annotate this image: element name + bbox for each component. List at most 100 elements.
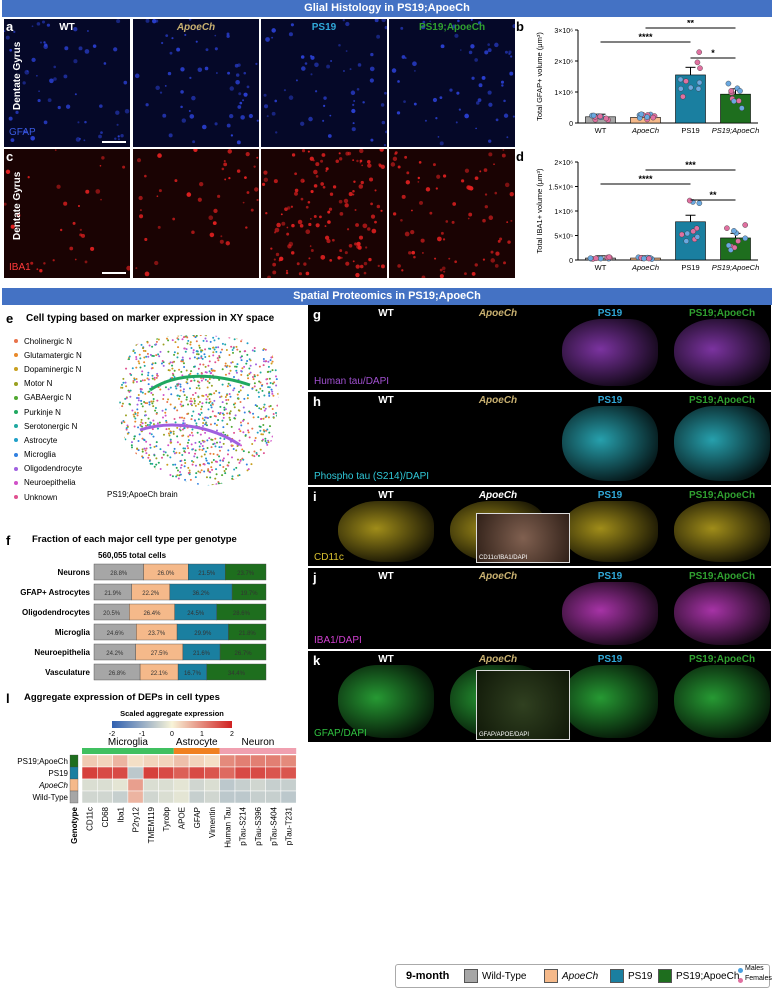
brain-section [338,406,434,481]
category-label: Neuroepithelia [34,648,90,657]
heat-cell [219,778,236,792]
segment-label: 23.7% [237,571,255,577]
column-label: Human Tau [223,807,232,848]
heat-cell [142,754,159,768]
genotype-title: ApoeCh [478,395,518,406]
scale-tick: 2 [230,731,234,738]
spatial-stain-label: Phospho tau (S214)/DAPI [314,471,430,482]
chart-dep-heatmap: Aggregate expression of DEPs in cell typ… [17,692,297,848]
legend-dot [14,466,18,471]
data-point [739,105,745,111]
y-tick-label: 1×10⁶ [554,209,573,216]
genotype-title: PS19;ApoeCh [688,654,756,665]
spatial-stain-label: CD11c [314,552,344,563]
legend-swatch-ps19 [610,969,624,983]
data-point [696,79,703,86]
segment-label: 36.2% [192,591,210,597]
data-point [677,85,684,92]
data-point [597,113,604,120]
cell-type-legend-item: Purkinje N [14,405,82,419]
column-label: Iba1 [116,806,125,822]
heat-cell [112,790,129,804]
column-label: APOE [177,807,186,829]
legend-swatch-apoech [544,969,558,983]
heat-cell [280,790,297,804]
segment-label: 22.2% [142,591,160,597]
data-point [686,197,693,204]
data-point [683,238,690,244]
legend-dot-females [738,978,743,983]
micrograph-gfap-0: WT [4,19,130,147]
heat-cell [250,790,266,804]
row-label-a: Dentate Gyrus [12,41,23,110]
heat-cell [127,778,144,792]
data-point [696,200,703,206]
data-point [694,59,701,66]
micrograph-gfap-1: ApoeCh [133,19,259,147]
x-tick-label: ApoeCh [631,126,659,135]
inset-image: GFAP/APOE/DAPI [476,670,570,740]
genotype-title: ApoeCh [478,571,518,582]
segment-label: 23.7% [148,631,166,637]
cell-type-name: Neuroepithelia [24,478,76,488]
chart-gfap-volume: 0 1×10⁶ 2×10⁶ 3×10⁶ Total GFAP+ volume (μm³)… [535,20,759,135]
x-tick-label: PS19 [681,126,699,135]
panel-f-subtitle: 560,055 total cells [98,551,167,560]
column-label: GFAP [193,807,202,828]
data-point [725,242,732,249]
legend-label-ps19apoech: PS19;ApoeCh [676,971,740,982]
column-label: CD68 [101,806,110,827]
data-point [684,230,691,237]
scale-tick: -2 [109,731,115,738]
column-label: pTau-S404 [269,806,278,845]
category-label: Microglia [55,628,91,637]
genotype-title: ApoeCh [478,490,518,501]
scale-bar [102,272,126,274]
brain-section [674,319,770,386]
data-point [650,114,656,121]
cell-type-name: Unknown [24,492,58,502]
panel-e-title: Cell typing based on marker expression i… [26,313,275,324]
y-axis-label: Total GFAP+ volume (μm³) [535,32,544,121]
micrograph-iba1-1 [133,149,259,278]
heat-cell [173,766,190,780]
panel-letter-b: b [516,19,524,34]
heat-cell [204,766,220,780]
data-point [742,235,749,242]
genotype-title: ApoeCh [478,308,518,319]
legend-dot [14,452,18,457]
scale-tick: 1 [200,731,204,738]
cell-type-legend-item: Serotonergic N [14,419,82,433]
legend-label-wt: Wild-Type [482,971,527,982]
row-swatch [69,790,79,804]
heat-cell [158,754,175,768]
x-tick-label: WT [595,126,607,135]
segment-label: 24.2% [106,651,124,657]
y-tick-label: 1.5×10⁶ [549,185,574,192]
heat-cell [97,790,113,804]
data-point [638,111,645,118]
data-point [693,225,700,232]
segment-label: 26.4% [143,611,161,617]
y-tick-label: 1×10⁶ [554,90,573,97]
x-tick-label: PS19 [681,263,699,272]
row-swatch [69,754,79,768]
heat-cell [188,754,205,768]
genotype-title: PS19 [597,395,623,406]
scale-tick: -1 [139,731,145,738]
heat-cell [250,754,266,768]
legend-label-males: Males [745,965,764,972]
cell-type-name: Oligodendrocyte [24,464,83,474]
brain-section [450,406,546,481]
brain-section [562,665,658,738]
heat-cell [127,766,144,780]
cell-type-legend-item: Cholinergic N [14,334,82,348]
micrograph-gfap-3: PS19;ApoeCh [389,19,515,147]
cell-type-legend-item: Oligodendrocyte [14,462,82,476]
data-point [697,65,703,71]
legend-swatch-wt [464,969,478,983]
heat-cell [142,766,159,780]
segment-label: 26.0% [157,571,175,577]
chart-iba1-volume: 0 5×10⁵ 1×10⁶ 1.5×10⁶ 2×10⁶ Total IBA1+ volum… [535,160,759,272]
legend-label-females: Females [745,975,772,982]
